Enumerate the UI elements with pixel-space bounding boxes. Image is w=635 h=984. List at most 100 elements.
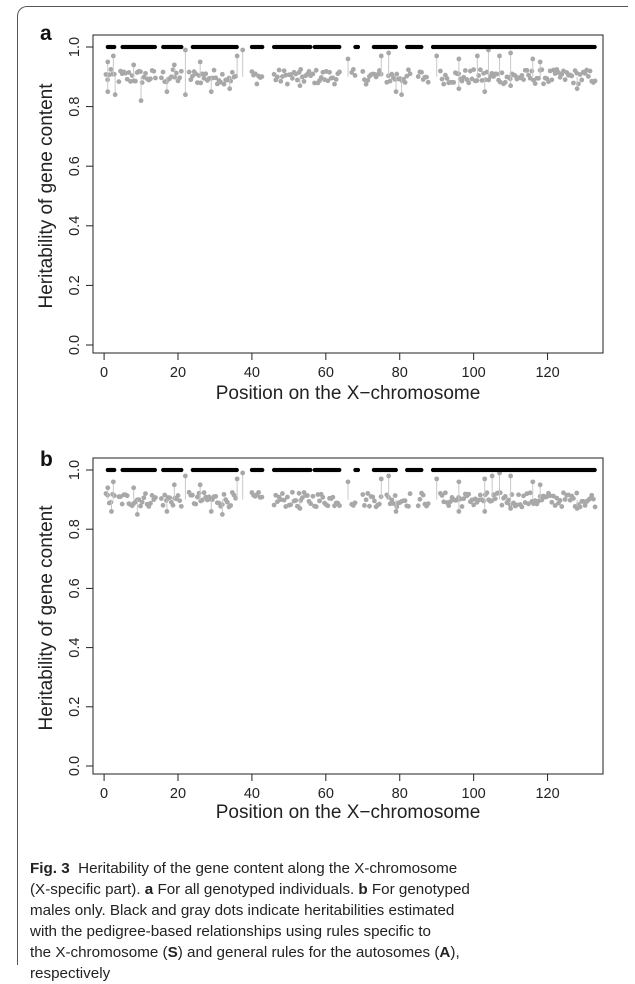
data-point-gray	[310, 71, 316, 77]
data-point-gray	[402, 80, 408, 85]
data-point-gray	[592, 504, 598, 510]
data-point-gray	[271, 71, 277, 77]
x-axis-title: Position on the X−chromosome	[216, 802, 481, 823]
data-point-gray	[284, 81, 290, 87]
caption-line-2b: For all genotyped individuals.	[153, 881, 359, 898]
x-tick-label: 0	[100, 365, 108, 381]
data-point-gray	[158, 75, 164, 81]
data-point-gray	[259, 74, 265, 80]
data-point-gray	[151, 68, 157, 74]
data-point-gray	[160, 502, 166, 508]
data-point-gray	[406, 67, 411, 73]
data-point-gray	[420, 492, 426, 498]
data-point-gray	[562, 77, 568, 83]
data-point-gray	[494, 71, 500, 77]
data-point-gray	[484, 490, 490, 496]
data-point-gray	[365, 78, 371, 83]
data-point-gray-outlier	[399, 92, 404, 98]
data-point-gray	[308, 501, 314, 507]
data-point-gray	[407, 491, 413, 497]
data-point-gray-outlier	[456, 86, 462, 92]
data-point-gray	[288, 72, 294, 77]
data-point-gray	[221, 491, 227, 497]
data-point-gray	[363, 81, 369, 87]
data-point-gray	[327, 69, 332, 75]
data-point-gray	[198, 80, 204, 86]
data-point-gray	[108, 67, 114, 72]
data-point-gray	[199, 497, 205, 503]
data-point-gray	[148, 76, 153, 82]
data-point-gray	[437, 68, 443, 74]
x-tick-label: 60	[318, 786, 334, 802]
data-point-gray	[201, 490, 207, 496]
data-point-black	[308, 467, 313, 473]
data-point-black	[152, 467, 158, 473]
data-point-gray	[446, 503, 452, 509]
data-point-gray	[516, 492, 521, 498]
data-point-gray	[441, 81, 447, 87]
data-point-gray	[367, 503, 372, 509]
data-point-gray	[278, 78, 284, 84]
data-point-gray-outlier	[482, 89, 488, 95]
data-point-gray	[196, 490, 202, 496]
data-point-gray	[219, 71, 225, 77]
data-point-gray	[256, 490, 261, 495]
data-point-gray	[294, 77, 300, 83]
data-point-gray-outlier	[386, 473, 392, 479]
data-point-gray-outlier	[208, 509, 214, 514]
data-point-gray-outlier	[219, 512, 225, 517]
data-point-gray	[276, 67, 282, 73]
data-point-gray-outlier	[482, 509, 488, 514]
plot-box	[92, 457, 604, 775]
data-point-gray	[213, 75, 219, 81]
x-tick-label: 100	[462, 365, 486, 381]
data-point-black	[393, 467, 398, 473]
data-point-gray-outlier	[182, 92, 188, 98]
data-point-gray	[471, 67, 477, 72]
data-point-gray	[175, 493, 181, 498]
data-point-gray	[529, 68, 535, 74]
y-axis-title: Heritability of gene content	[36, 83, 57, 309]
data-point-gray	[439, 76, 445, 82]
caption-ref-b: b	[358, 881, 368, 898]
data-point-gray	[325, 503, 331, 509]
data-point-gray	[574, 490, 580, 496]
data-point-gray	[527, 490, 533, 496]
data-point-gray	[313, 67, 319, 73]
data-point-gray	[259, 494, 265, 500]
data-point-gray-outlier	[489, 473, 495, 479]
y-tick-label: 1.0	[67, 460, 83, 480]
series-gray	[103, 47, 598, 104]
data-point-black	[260, 467, 265, 473]
data-point-gray	[590, 496, 596, 502]
data-point-gray	[549, 77, 555, 83]
data-point-gray	[141, 495, 147, 501]
x-tick-label: 40	[244, 365, 260, 381]
chart-panel-b: b 0 20 40 60 80 100 120 0.0 0.2 0.4 0.6 0.8 1.0 Positi…	[36, 448, 604, 823]
data-point-gray	[519, 73, 525, 78]
data-point-gray	[177, 498, 183, 504]
data-point-gray-outlier	[297, 506, 303, 511]
data-point-gray	[352, 500, 358, 506]
data-point-gray	[162, 492, 168, 498]
data-point-gray	[298, 67, 304, 72]
x-axis-title: Position on the X−chromosome	[216, 383, 481, 404]
data-point-gray	[213, 493, 219, 499]
data-point-gray	[439, 493, 445, 498]
data-point-gray	[148, 500, 153, 506]
data-point-gray	[587, 68, 593, 74]
data-point-gray	[281, 497, 287, 503]
data-point-gray	[559, 504, 565, 509]
data-point-gray-outlier	[131, 62, 137, 68]
x-tick-label: 80	[392, 365, 408, 381]
data-point-gray	[370, 494, 376, 500]
data-point-gray-outlier	[497, 53, 502, 59]
data-point-gray	[471, 502, 477, 508]
series-black	[105, 467, 597, 473]
y-tick-label: 0.6	[67, 578, 83, 598]
data-point-black	[419, 467, 424, 473]
data-point-gray	[549, 499, 555, 505]
data-point-gray	[557, 498, 563, 503]
data-point-gray	[293, 498, 299, 503]
x-tick-label: 120	[535, 365, 559, 381]
